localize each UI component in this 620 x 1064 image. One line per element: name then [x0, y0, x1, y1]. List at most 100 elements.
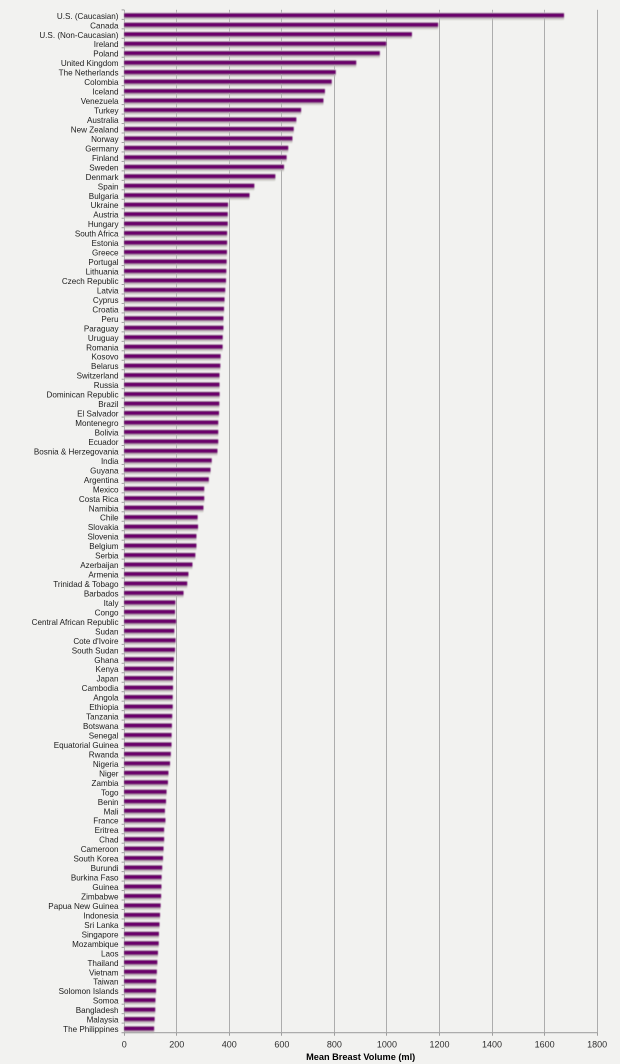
- svg-text:Australia: Australia: [87, 116, 119, 125]
- svg-text:Mexico: Mexico: [93, 485, 119, 494]
- svg-text:Mean Breast Volume (ml): Mean Breast Volume (ml): [306, 1052, 415, 1062]
- svg-text:Austria: Austria: [93, 211, 119, 220]
- svg-text:Brazil: Brazil: [98, 400, 118, 409]
- svg-text:Cyprus: Cyprus: [93, 296, 119, 305]
- svg-text:Zimbabwe: Zimbabwe: [81, 892, 119, 901]
- svg-text:Finland: Finland: [92, 154, 119, 163]
- svg-text:The Philippines: The Philippines: [63, 1025, 118, 1034]
- svg-text:South Sudan: South Sudan: [72, 646, 119, 655]
- svg-text:Greece: Greece: [92, 249, 119, 258]
- svg-text:Ethiopia: Ethiopia: [89, 703, 119, 712]
- svg-text:Turkey: Turkey: [94, 107, 119, 116]
- svg-text:Cambodia: Cambodia: [82, 684, 119, 693]
- svg-text:Ghana: Ghana: [94, 656, 119, 665]
- svg-text:Ukraine: Ukraine: [91, 201, 119, 210]
- svg-text:Mali: Mali: [104, 807, 119, 816]
- svg-text:Colombia: Colombia: [84, 78, 119, 87]
- svg-text:1200: 1200: [429, 1040, 449, 1050]
- svg-text:U.S. (Non-Caucasian): U.S. (Non-Caucasian): [39, 31, 118, 40]
- svg-text:Russia: Russia: [94, 381, 119, 390]
- svg-text:Botswana: Botswana: [83, 722, 119, 731]
- svg-text:Eritrea: Eritrea: [95, 826, 119, 835]
- svg-text:Venezuela: Venezuela: [81, 97, 119, 106]
- svg-text:Spain: Spain: [98, 182, 119, 191]
- svg-text:Germany: Germany: [85, 144, 119, 153]
- svg-text:Chad: Chad: [99, 836, 118, 845]
- svg-text:Malaysia: Malaysia: [87, 1016, 119, 1025]
- svg-text:Equatorial Guinea: Equatorial Guinea: [54, 741, 119, 750]
- svg-text:Burkina Faso: Burkina Faso: [71, 874, 119, 883]
- svg-text:Congo: Congo: [95, 608, 119, 617]
- svg-text:South Africa: South Africa: [75, 230, 119, 239]
- svg-text:Niger: Niger: [99, 769, 119, 778]
- svg-text:Togo: Togo: [101, 788, 119, 797]
- svg-text:Montenegro: Montenegro: [75, 419, 119, 428]
- svg-text:Belarus: Belarus: [91, 362, 118, 371]
- svg-text:Nigeria: Nigeria: [93, 760, 119, 769]
- svg-text:Kosovo: Kosovo: [92, 353, 119, 362]
- svg-text:Indonesia: Indonesia: [83, 911, 119, 920]
- svg-text:Slovakia: Slovakia: [88, 523, 119, 532]
- svg-text:Ecuador: Ecuador: [88, 438, 118, 447]
- svg-text:Argentina: Argentina: [84, 476, 119, 485]
- svg-text:Papua New Guinea: Papua New Guinea: [48, 902, 119, 911]
- svg-text:Japan: Japan: [96, 675, 118, 684]
- svg-text:United Kingdom: United Kingdom: [61, 59, 119, 68]
- svg-text:Rwanda: Rwanda: [89, 750, 119, 759]
- svg-text:Czech Republic: Czech Republic: [62, 277, 119, 286]
- svg-text:Paraguay: Paraguay: [84, 324, 120, 333]
- svg-text:1000: 1000: [377, 1040, 397, 1050]
- svg-text:Namibia: Namibia: [89, 504, 119, 513]
- svg-text:Central African Republic: Central African Republic: [32, 618, 119, 627]
- svg-text:Mozambique: Mozambique: [72, 940, 119, 949]
- svg-text:Bulgaria: Bulgaria: [89, 192, 119, 201]
- svg-text:Uruguay: Uruguay: [88, 334, 120, 343]
- svg-text:Tanzania: Tanzania: [86, 713, 119, 722]
- svg-text:Somoa: Somoa: [93, 997, 119, 1006]
- svg-text:Serbia: Serbia: [95, 552, 119, 561]
- svg-text:Barbados: Barbados: [84, 589, 119, 598]
- svg-text:South Korea: South Korea: [74, 855, 119, 864]
- svg-text:Singapore: Singapore: [82, 930, 119, 939]
- svg-text:Slovenia: Slovenia: [87, 533, 119, 542]
- svg-text:Cameroon: Cameroon: [81, 845, 119, 854]
- svg-text:El Salvador: El Salvador: [77, 410, 119, 419]
- svg-text:600: 600: [274, 1040, 289, 1050]
- svg-text:Iceland: Iceland: [92, 88, 118, 97]
- svg-text:Estonia: Estonia: [92, 239, 119, 248]
- svg-text:Switzerland: Switzerland: [77, 372, 119, 381]
- svg-text:Solomon Islands: Solomon Islands: [59, 987, 119, 996]
- svg-text:Croatia: Croatia: [92, 305, 119, 314]
- svg-text:800: 800: [327, 1040, 342, 1050]
- svg-text:Romania: Romania: [86, 343, 119, 352]
- svg-text:1600: 1600: [535, 1040, 555, 1050]
- svg-text:Burundi: Burundi: [91, 864, 119, 873]
- svg-text:Bangladesh: Bangladesh: [76, 1006, 119, 1015]
- svg-text:Azerbaijan: Azerbaijan: [80, 561, 118, 570]
- svg-text:Zambia: Zambia: [92, 779, 119, 788]
- svg-text:Sweden: Sweden: [89, 163, 118, 172]
- svg-text:Thailand: Thailand: [87, 959, 118, 968]
- svg-text:Benin: Benin: [98, 798, 119, 807]
- svg-text:Trinidad & Tobago: Trinidad & Tobago: [53, 580, 119, 589]
- svg-text:Ireland: Ireland: [94, 40, 119, 49]
- svg-text:India: India: [101, 457, 119, 466]
- svg-text:Armenia: Armenia: [88, 571, 119, 580]
- svg-text:Senegal: Senegal: [89, 732, 119, 741]
- svg-text:Sudan: Sudan: [95, 627, 118, 636]
- svg-text:1800: 1800: [587, 1040, 607, 1050]
- svg-text:Poland: Poland: [93, 50, 118, 59]
- svg-text:Denmark: Denmark: [86, 173, 120, 182]
- svg-text:The Netherlands: The Netherlands: [59, 69, 119, 78]
- svg-text:New Zealand: New Zealand: [71, 125, 119, 134]
- svg-text:Norway: Norway: [91, 135, 119, 144]
- svg-text:Canada: Canada: [90, 21, 119, 30]
- svg-text:Vietnam: Vietnam: [89, 968, 119, 977]
- svg-text:U.S. (Caucasian): U.S. (Caucasian): [57, 12, 119, 21]
- svg-text:Lithuania: Lithuania: [86, 268, 119, 277]
- svg-text:Dominican Republic: Dominican Republic: [47, 391, 119, 400]
- svg-text:Portugal: Portugal: [88, 258, 118, 267]
- svg-text:Latvia: Latvia: [97, 286, 119, 295]
- svg-text:200: 200: [169, 1040, 184, 1050]
- svg-text:Cote d'Ivoire: Cote d'Ivoire: [73, 637, 119, 646]
